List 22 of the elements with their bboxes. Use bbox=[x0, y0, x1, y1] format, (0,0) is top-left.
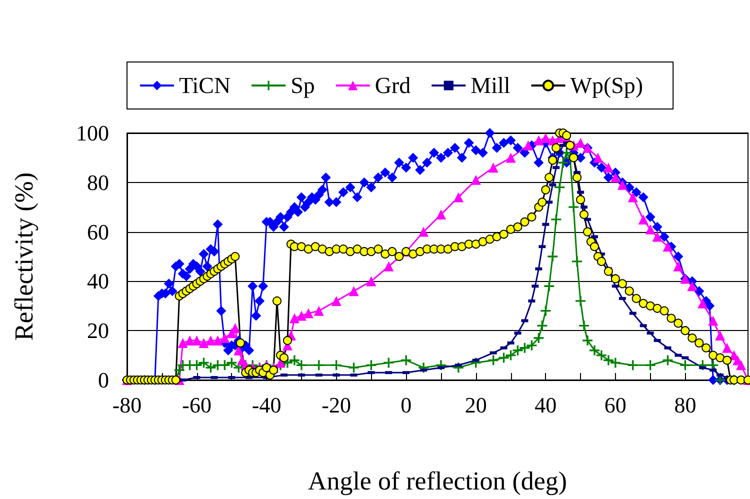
x-tick-label: 0 bbox=[400, 392, 412, 418]
x-tick-label: -80 bbox=[112, 392, 142, 418]
legend-label: Grd bbox=[374, 73, 412, 98]
x-tick-label: 60 bbox=[604, 392, 626, 418]
x-axis-title: Angle of reflection (deg) bbox=[308, 466, 568, 496]
y-tick-label: 40 bbox=[87, 268, 109, 294]
x-tick-label: -40 bbox=[252, 392, 282, 418]
y-axis-title: Reflectivity (%) bbox=[10, 172, 38, 341]
legend-label: TiCN bbox=[179, 73, 231, 98]
x-tick-label: -60 bbox=[182, 392, 212, 418]
y-tick-label: 80 bbox=[87, 170, 109, 195]
legend-label: Mill bbox=[470, 73, 510, 98]
x-tick-label: 20 bbox=[464, 392, 487, 418]
x-tick-label: 80 bbox=[674, 392, 696, 418]
y-tick-label: 0 bbox=[98, 368, 109, 392]
legend-label: Wp(Sp) bbox=[570, 73, 644, 98]
y-tick-label: 60 bbox=[87, 219, 109, 244]
y-tick-label: 100 bbox=[76, 120, 109, 146]
x-tick-label: 40 bbox=[534, 392, 557, 418]
y-tick-label: 20 bbox=[87, 318, 109, 344]
legend-label: Sp bbox=[290, 73, 315, 98]
x-tick-label: -20 bbox=[322, 392, 351, 418]
